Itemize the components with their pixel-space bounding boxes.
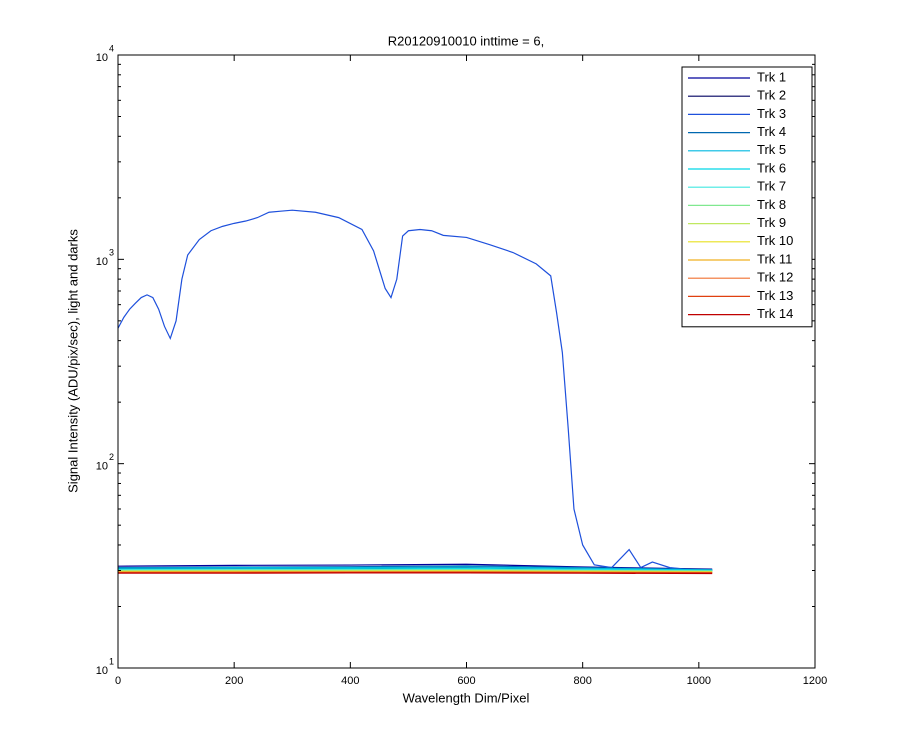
y-tick-exponent: 2	[109, 452, 114, 462]
x-axis-label: Wavelength Dim/Pixel	[403, 690, 530, 705]
legend-label: Trk 8	[757, 197, 786, 212]
series-line	[118, 572, 713, 575]
x-tick-label: 400	[341, 675, 359, 687]
legend-label: Trk 3	[757, 106, 786, 121]
series-line	[118, 209, 713, 572]
legend-label: Trk 11	[757, 251, 792, 266]
series-line	[118, 566, 713, 571]
y-tick-exponent: 4	[109, 43, 114, 53]
legend-label: Trk 9	[757, 215, 786, 230]
legend-label: Trk 2	[757, 88, 786, 103]
x-tick-label: 600	[457, 675, 475, 687]
legend-box	[681, 66, 813, 328]
y-tick-exponent: 1	[109, 656, 114, 666]
y-tick-label: 10	[96, 52, 108, 64]
x-tick-label: 0	[115, 675, 121, 687]
legend-label: Trk 12	[757, 270, 793, 285]
chart-title: R20120910010 inttime = 6,	[388, 33, 544, 48]
legend-label: Trk 7	[757, 179, 786, 194]
y-tick-label: 10	[96, 665, 108, 677]
legend-label: Trk 10	[757, 233, 793, 248]
legend-label: Trk 14	[757, 306, 793, 321]
x-tick-label: 800	[573, 675, 591, 687]
x-tick-label: 1000	[687, 675, 711, 687]
y-axis-label: Signal Intensity (ADU/pix/sec), light an…	[65, 229, 80, 493]
x-tick-label: 200	[225, 675, 243, 687]
legend-label: Trk 5	[757, 142, 786, 157]
x-tick-label: 1200	[803, 675, 827, 687]
y-tick-exponent: 3	[109, 248, 114, 258]
legend-label: Trk 6	[757, 160, 786, 175]
legend-label: Trk 1	[757, 69, 786, 84]
y-tick-label: 10	[96, 461, 108, 473]
y-tick-label: 10	[96, 256, 108, 268]
legend-label: Trk 4	[757, 124, 786, 139]
legend-label: Trk 13	[757, 288, 793, 303]
